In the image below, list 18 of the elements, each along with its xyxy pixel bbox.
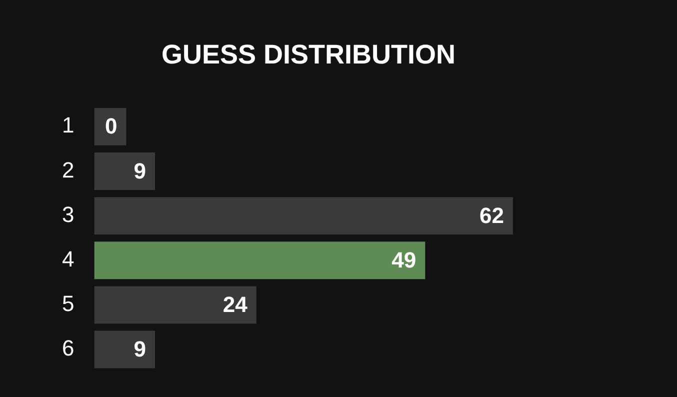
data-label: 9 — [134, 158, 146, 184]
data-label: 0 — [104, 114, 118, 139]
data-label: 24 — [222, 292, 248, 318]
y-tick-label: 3 — [62, 202, 74, 227]
chart-title: GUESS DISTRIBUTION — [161, 40, 456, 70]
data-label: 9 — [134, 336, 146, 362]
y-tick-label: 2 — [62, 157, 74, 182]
data-label: 62 — [479, 202, 504, 228]
bar — [94, 330, 156, 368]
y-tick-label: 5 — [62, 291, 74, 316]
data-label: 49 — [392, 247, 416, 272]
y-tick-label: 6 — [62, 336, 74, 361]
bar — [94, 197, 513, 235]
bar — [94, 152, 156, 190]
y-tick-label: 1 — [62, 112, 74, 138]
y-tick-label: 4 — [62, 246, 74, 272]
bar — [94, 242, 426, 280]
bar — [94, 286, 256, 324]
